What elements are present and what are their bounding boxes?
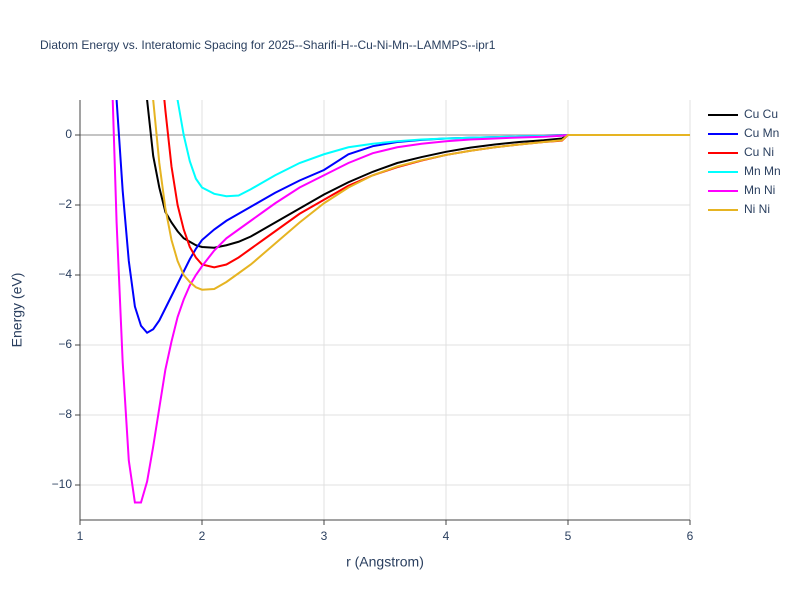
chart-title: Diatom Energy vs. Interatomic Spacing fo… [40,38,496,52]
y-tick-label: −2 [58,197,72,211]
x-tick-label: 1 [77,529,84,543]
series-line [146,100,690,249]
x-tick-label: 6 [687,529,694,543]
y-tick-label: 0 [65,127,72,141]
legend-label: Cu Ni [744,145,774,159]
y-tick-label: −4 [58,267,72,281]
legend-label: Mn Ni [744,183,775,197]
series-line [176,100,690,198]
y-tick-label: −8 [58,407,72,421]
x-tick-label: 3 [321,529,328,543]
y-tick-label: −10 [52,477,73,491]
x-tick-label: 5 [565,529,572,543]
y-axis-title: Energy (eV) [9,273,25,348]
legend-label: Cu Mn [744,126,779,140]
x-axis-title: r (Angstrom) [346,554,424,570]
legend-label: Ni Ni [744,202,770,216]
legend-label: Mn Mn [744,164,781,178]
x-tick-label: 2 [199,529,206,543]
series-line [152,100,690,291]
series-line [111,100,690,504]
plot-area [111,100,690,504]
x-tick-label: 4 [443,529,450,543]
legend-label: Cu Cu [744,107,778,121]
y-tick-label: −6 [58,337,72,351]
